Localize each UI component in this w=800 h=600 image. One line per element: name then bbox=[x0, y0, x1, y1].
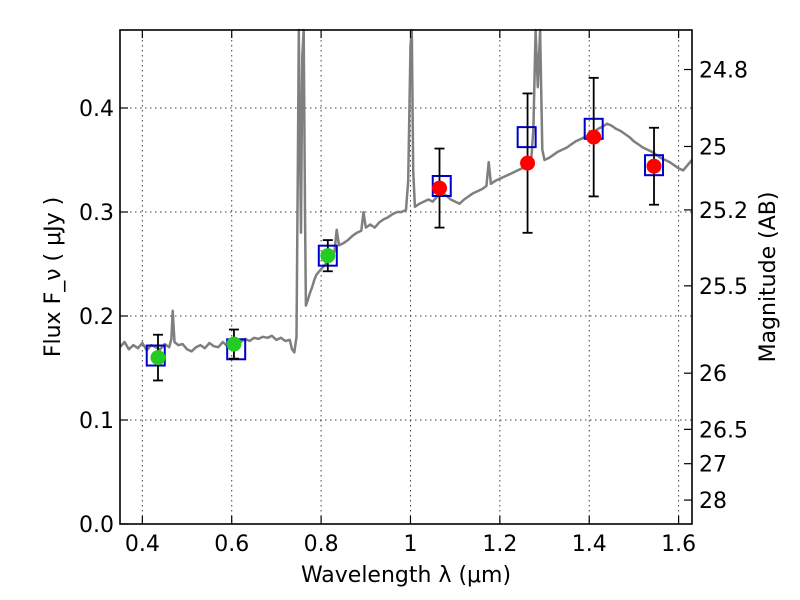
axes bbox=[119, 29, 693, 525]
y2-tick-label: 25.5 bbox=[699, 275, 748, 300]
x-axis-label: Wavelength λ (μm) bbox=[301, 563, 511, 588]
x-tick-label: 1 bbox=[403, 532, 417, 557]
x-tick-label: 1.2 bbox=[482, 532, 517, 557]
y2-tick-label: 25 bbox=[699, 135, 727, 160]
y-tick-label: 0.4 bbox=[79, 97, 114, 122]
x-tick-label: 0.4 bbox=[125, 532, 160, 557]
y2-axis-label: Magnitude (AB) bbox=[756, 192, 781, 363]
x-ticks: 0.4 0.6 0.8 1 1.2 1.4 1.6 bbox=[125, 30, 696, 557]
measured-flux-point bbox=[432, 180, 448, 196]
x-tick-label: 0.8 bbox=[304, 532, 339, 557]
y2-tick-label: 27 bbox=[699, 453, 727, 478]
x-tick-label: 1.4 bbox=[572, 532, 607, 557]
y2-tick-label: 24.8 bbox=[699, 59, 748, 84]
measured-flux-point bbox=[586, 129, 602, 145]
x-tick-label: 0.6 bbox=[214, 532, 249, 557]
y2-tick-label: 28 bbox=[699, 489, 727, 514]
y-tick-label: 0.1 bbox=[79, 409, 114, 434]
measured-flux-point bbox=[226, 336, 242, 352]
grid bbox=[120, 30, 692, 524]
y2-tick-label: 26 bbox=[699, 362, 727, 387]
model-spectrum bbox=[119, 28, 693, 354]
y-ticks: 0.0 0.1 0.2 0.3 0.4 bbox=[79, 97, 128, 538]
plot-frame bbox=[119, 29, 693, 525]
model-spectrum-line bbox=[119, 28, 693, 354]
measured-flux-point bbox=[520, 155, 536, 171]
measured-flux-point bbox=[320, 248, 336, 264]
y2-tick-label: 25.2 bbox=[699, 199, 748, 224]
y-tick-label: 0.0 bbox=[79, 513, 114, 538]
y2-ticks: 24.8 25 25.2 25.5 26 26.5 27 28 bbox=[684, 59, 748, 514]
y-tick-label: 0.3 bbox=[79, 201, 114, 226]
measured-flux-point bbox=[646, 158, 662, 174]
measured-flux-point bbox=[150, 350, 166, 366]
y2-tick-label: 26.5 bbox=[699, 418, 748, 443]
y-axis-label: Flux F_ν ( μJy ) bbox=[41, 197, 66, 357]
x-tick-label: 1.6 bbox=[661, 532, 696, 557]
y-tick-label: 0.2 bbox=[79, 305, 114, 330]
data-markers bbox=[145, 76, 665, 382]
